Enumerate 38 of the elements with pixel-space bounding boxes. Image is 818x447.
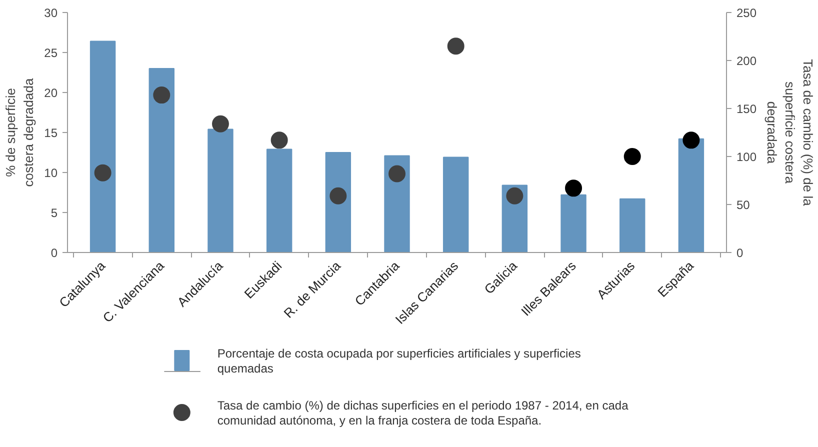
point bbox=[447, 38, 464, 55]
bar bbox=[325, 152, 352, 252]
bar bbox=[384, 155, 410, 252]
point bbox=[212, 115, 229, 132]
y-tick-label: 0 bbox=[50, 246, 58, 260]
y2-axis-title: Tasa de cambio (%) de la superficie costera degradada bbox=[764, 59, 816, 207]
y2-tick-label: 250 bbox=[736, 6, 757, 20]
point bbox=[270, 132, 288, 149]
bar bbox=[620, 198, 646, 252]
y-tick-label: 10 bbox=[44, 166, 58, 180]
y2-tick-label: 0 bbox=[736, 246, 744, 260]
y2-tick-label: 50 bbox=[736, 198, 750, 212]
legend-label: Porcentaje de costa ocupada por superficies artificiales y superficies quemadas bbox=[217, 346, 581, 376]
bar bbox=[266, 148, 292, 252]
bar bbox=[148, 68, 174, 252]
y-tick-label: 20 bbox=[44, 86, 58, 100]
y-axis-title: % de superficie costera degradada bbox=[3, 78, 36, 187]
point bbox=[94, 164, 112, 182]
legend-label: Tasa de cambio (%) de dichas superficies en el periodo 1987 - 2014, en cada comunidad autónoma, y en la franja costera de toda España. bbox=[217, 398, 629, 428]
bar bbox=[678, 138, 704, 252]
y-tick-label: 15 bbox=[44, 126, 58, 140]
point bbox=[153, 86, 170, 104]
point bbox=[506, 187, 524, 204]
point bbox=[330, 187, 347, 204]
y2-tick-label: 100 bbox=[736, 150, 757, 164]
point bbox=[565, 180, 582, 197]
y-tick-label: 30 bbox=[44, 6, 58, 20]
point bbox=[624, 148, 641, 165]
y-tick-label: 25 bbox=[44, 46, 58, 60]
bar bbox=[560, 194, 586, 252]
bar bbox=[90, 40, 116, 252]
y2-tick-label: 200 bbox=[736, 54, 757, 68]
y-tick-label: 5 bbox=[50, 206, 58, 220]
point bbox=[388, 165, 406, 182]
bar bbox=[208, 128, 234, 252]
y2-tick-label: 150 bbox=[736, 102, 757, 116]
point bbox=[682, 132, 700, 149]
bar bbox=[442, 156, 469, 252]
